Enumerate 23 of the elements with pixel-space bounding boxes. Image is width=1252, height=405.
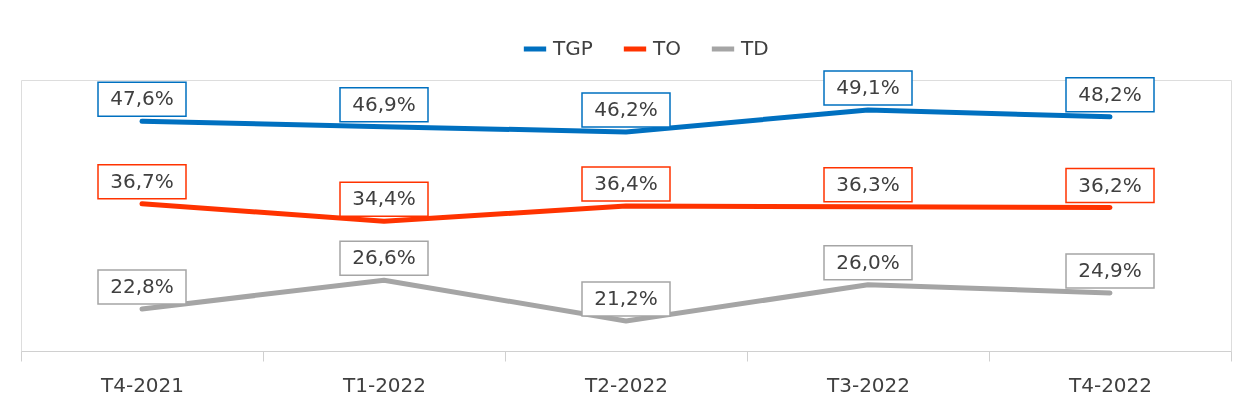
data-label: 26,0%: [836, 249, 900, 274]
legend-label: TO: [652, 36, 681, 60]
data-label: 36,3%: [836, 171, 900, 196]
legend-label: TD: [740, 36, 769, 60]
data-label: 49,1%: [836, 75, 900, 99]
legend-label: TGP: [552, 36, 593, 60]
data-label: 47,6%: [110, 86, 174, 111]
data-label: 46,9%: [352, 91, 416, 116]
data-label: 26,6%: [352, 245, 416, 270]
data-label: 46,2%: [594, 96, 658, 121]
data-label: 36,4%: [594, 171, 658, 196]
data-label: 22,8%: [110, 273, 174, 298]
x-tick-label: T1-2022: [341, 372, 427, 397]
data-label: 36,2%: [1078, 172, 1142, 197]
data-label: 34,4%: [352, 186, 416, 211]
data-label: 36,7%: [110, 168, 174, 193]
data-label: 48,2%: [1078, 81, 1142, 106]
x-tick-label: T4-2021: [99, 372, 185, 397]
data-label: 21,2%: [594, 286, 658, 310]
data-label: 24,9%: [1078, 258, 1142, 283]
x-tick-label: T3-2022: [825, 372, 911, 397]
x-tick-label: T2-2022: [583, 372, 669, 397]
x-tick-label: T4-2022: [1067, 372, 1153, 397]
